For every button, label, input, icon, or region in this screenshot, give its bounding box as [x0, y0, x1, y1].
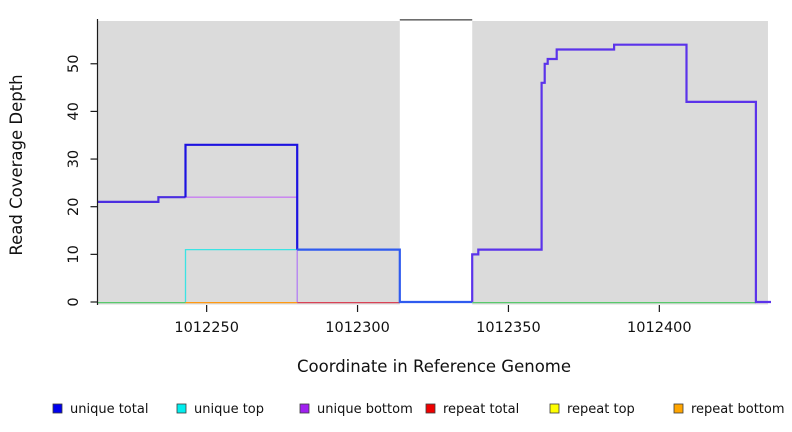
legend-label: unique top	[194, 402, 264, 417]
y-tick-label: 0	[66, 297, 82, 306]
legend: unique total unique top unique bottom repea…	[52, 402, 785, 417]
legend-label: repeat top	[567, 402, 635, 417]
x-tick-label: 1012350	[476, 320, 541, 336]
y-tick-label: 20	[66, 197, 82, 215]
legend-item: repeat bottom	[673, 402, 785, 417]
legend-item: unique bottom	[299, 402, 413, 417]
legend-swatch	[549, 403, 560, 414]
y-tick-label: 30	[66, 150, 82, 168]
legend-label: unique bottom	[317, 402, 413, 417]
legend-label: repeat bottom	[691, 402, 785, 417]
legend-label: unique total	[70, 402, 148, 417]
x-tick-label: 1012250	[174, 320, 239, 336]
axes-layer: 0 10 20 30 40 50 1012250 1012300 1012350 1012400	[66, 19, 692, 336]
legend-swatch	[52, 403, 63, 414]
coverage-series-layer	[98, 43, 771, 304]
legend-item: repeat total	[425, 402, 519, 417]
coverage-line-unique-total	[471, 43, 771, 304]
coverage-line-unique-total	[297, 248, 473, 304]
x-axis-title: Coordinate in Reference Genome	[297, 357, 571, 376]
legend-item: unique top	[176, 402, 264, 417]
legend-swatch	[176, 403, 187, 414]
coverage-line-unique-total	[98, 196, 186, 203]
x-tick-label: 1012400	[627, 320, 692, 336]
legend-swatch	[299, 403, 310, 414]
y-tick-label: 40	[66, 102, 82, 120]
legend-label: repeat total	[443, 402, 519, 417]
coverage-line-unique-total	[184, 143, 299, 250]
x-tick-label: 1012300	[325, 320, 390, 336]
legend-item: repeat top	[549, 402, 635, 417]
legend-swatch	[425, 403, 436, 414]
uncovered-gap-region	[399, 19, 473, 305]
legend-swatch	[673, 403, 684, 414]
y-tick-label: 50	[66, 55, 82, 73]
y-tick-label: 10	[66, 245, 82, 263]
legend-item: unique total	[52, 402, 148, 417]
plot-background-layer	[98, 18, 768, 305]
y-axis-title: Read Coverage Depth	[7, 74, 26, 255]
